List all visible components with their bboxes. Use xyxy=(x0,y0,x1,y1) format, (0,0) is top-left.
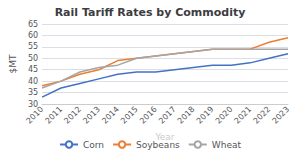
svg-text:2014: 2014 xyxy=(100,105,121,126)
svg-text:2011: 2011 xyxy=(43,105,64,126)
svg-text:Wheat: Wheat xyxy=(212,140,242,150)
svg-text:2018: 2018 xyxy=(176,105,197,126)
svg-text:2022: 2022 xyxy=(252,105,273,126)
svg-text:60: 60 xyxy=(28,31,38,40)
svg-text:30: 30 xyxy=(27,99,39,109)
svg-text:2013: 2013 xyxy=(81,105,102,126)
svg-text:2020: 2020 xyxy=(214,105,235,126)
svg-text:2021: 2021 xyxy=(233,105,254,126)
svg-text:2023: 2023 xyxy=(270,105,291,126)
svg-text:$MT: $MT xyxy=(8,54,18,73)
svg-text:2016: 2016 xyxy=(138,105,159,126)
svg-text:50: 50 xyxy=(28,54,38,63)
svg-text:Rail Tariff Rates by Commodity: Rail Tariff Rates by Commodity xyxy=(55,6,246,19)
svg-text:65: 65 xyxy=(28,20,38,29)
svg-text:35: 35 xyxy=(28,88,38,97)
svg-text:40: 40 xyxy=(28,77,38,86)
svg-text:2012: 2012 xyxy=(62,105,83,126)
svg-text:45: 45 xyxy=(28,65,38,74)
svg-text:Year: Year xyxy=(155,131,175,142)
svg-text:Soybeans: Soybeans xyxy=(136,140,180,150)
svg-text:55: 55 xyxy=(28,42,38,51)
svg-text:2019: 2019 xyxy=(195,105,216,126)
svg-text:Corn: Corn xyxy=(83,140,104,150)
svg-text:2015: 2015 xyxy=(119,105,140,126)
svg-text:2010: 2010 xyxy=(25,105,46,126)
svg-text:2017: 2017 xyxy=(157,105,178,126)
